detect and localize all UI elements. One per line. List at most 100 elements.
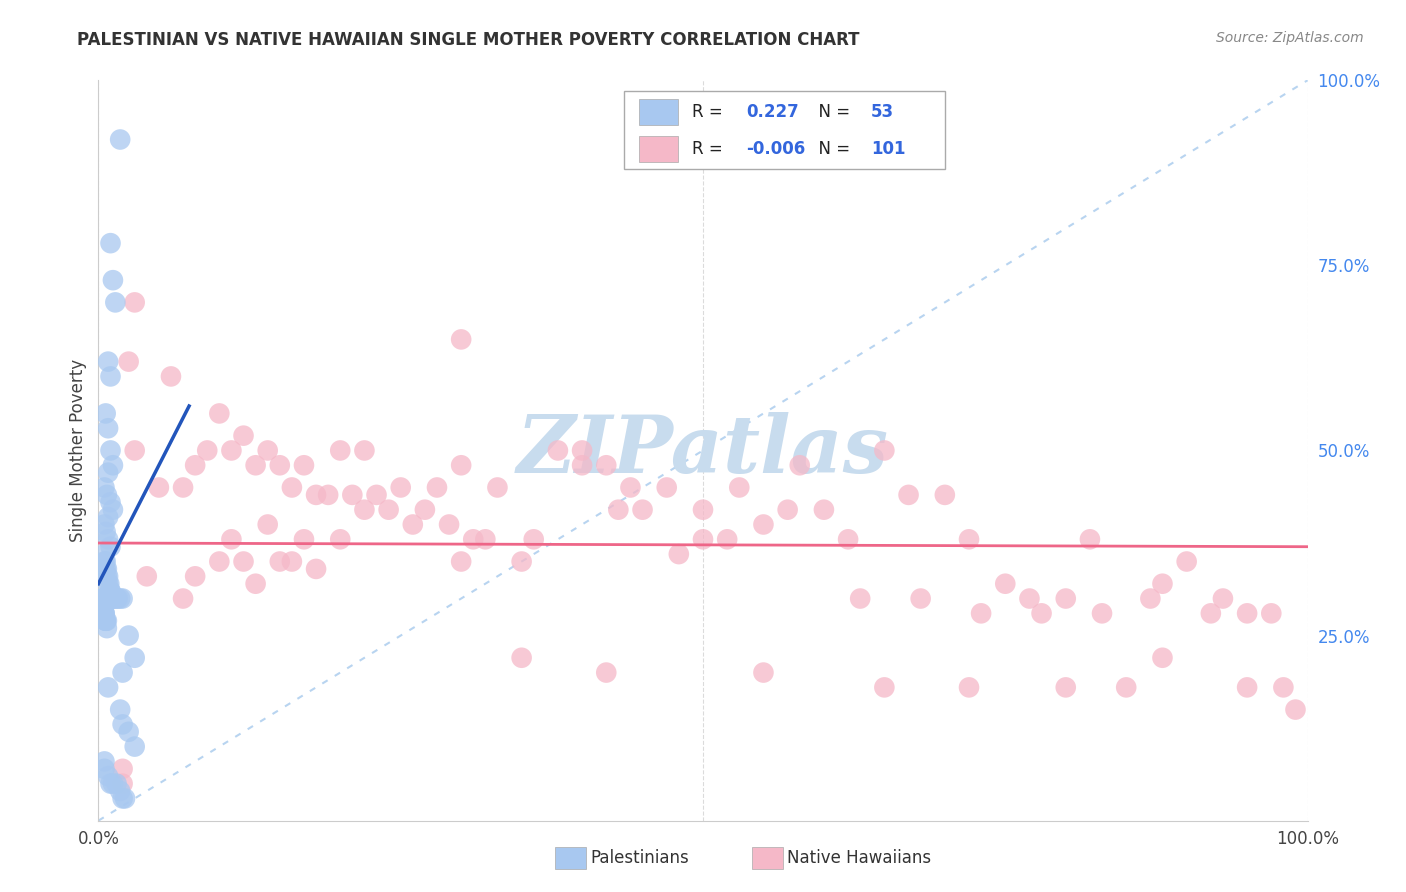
Point (366, 488, 388, 502)
Point (97, 466, 120, 480)
Point (631, 502, 654, 516)
Point (1212, 591, 1234, 606)
Point (93, 607, 115, 621)
Point (256, 443, 278, 458)
Point (655, 480, 678, 494)
Point (184, 458, 207, 473)
Point (692, 533, 714, 547)
Point (101, 502, 124, 516)
Point (849, 591, 872, 606)
Text: -0.006: -0.006 (747, 140, 806, 158)
Point (97, 510, 120, 524)
Point (108, 591, 131, 606)
Point (94, 407, 117, 421)
FancyBboxPatch shape (624, 91, 945, 169)
Point (148, 480, 170, 494)
Point (135, 569, 157, 583)
Point (97, 769, 120, 783)
Point (571, 443, 593, 458)
Text: 101: 101 (872, 140, 905, 158)
Point (114, 791, 136, 805)
Point (221, 443, 243, 458)
Point (195, 443, 218, 458)
Point (118, 354, 141, 368)
Text: R =: R = (692, 140, 728, 158)
Point (91, 591, 114, 606)
Point (100, 236, 122, 251)
Text: Native Hawaiians: Native Hawaiians (787, 849, 932, 867)
Point (1152, 576, 1174, 591)
Point (426, 480, 449, 494)
Point (463, 533, 485, 547)
Point (97, 576, 120, 591)
Point (305, 488, 328, 502)
Point (124, 650, 146, 665)
Point (97, 354, 120, 368)
Point (97, 569, 120, 583)
Point (111, 762, 134, 776)
Point (96, 562, 118, 576)
Point (413, 502, 436, 516)
Point (91, 591, 114, 606)
Point (776, 502, 799, 516)
Point (510, 650, 533, 665)
Point (245, 576, 267, 591)
Point (108, 784, 131, 798)
Point (96, 569, 118, 583)
Text: Source: ZipAtlas.com: Source: ZipAtlas.com (1216, 31, 1364, 45)
Point (118, 724, 141, 739)
Point (98, 576, 121, 591)
Point (607, 502, 630, 516)
Point (970, 607, 993, 621)
Point (97, 533, 120, 547)
Point (93, 547, 115, 561)
Point (100, 495, 122, 509)
Point (910, 591, 932, 606)
Point (1260, 607, 1282, 621)
Point (160, 369, 183, 384)
Text: ZIPatlas: ZIPatlas (517, 412, 889, 489)
Point (103, 591, 125, 606)
Point (402, 517, 425, 532)
Point (486, 480, 509, 494)
Point (97, 421, 120, 435)
Point (111, 776, 134, 791)
Point (111, 717, 134, 731)
Point (1152, 650, 1174, 665)
Point (124, 739, 146, 754)
Point (1031, 607, 1053, 621)
Point (111, 665, 134, 680)
FancyBboxPatch shape (638, 99, 678, 126)
Point (101, 776, 124, 791)
Point (118, 628, 141, 642)
Point (1236, 607, 1258, 621)
Point (172, 480, 194, 494)
Point (91, 599, 114, 613)
Point (221, 533, 243, 547)
Point (728, 480, 751, 494)
Point (172, 591, 194, 606)
Point (93, 607, 115, 621)
Point (897, 488, 920, 502)
Point (450, 458, 472, 473)
Point (873, 681, 896, 695)
Point (668, 547, 690, 561)
Text: 53: 53 (872, 103, 894, 121)
Point (450, 332, 472, 346)
Point (100, 584, 122, 599)
Point (100, 591, 122, 606)
Y-axis label: Single Mother Poverty: Single Mother Poverty (69, 359, 87, 542)
Point (184, 569, 207, 583)
Point (94, 555, 117, 569)
Text: PALESTINIAN VS NATIVE HAWAIIAN SINGLE MOTHER POVERTY CORRELATION CHART: PALESTINIAN VS NATIVE HAWAIIAN SINGLE MO… (77, 31, 860, 49)
Point (96, 621, 118, 635)
Point (269, 458, 291, 473)
Point (93, 555, 115, 569)
Point (105, 776, 128, 791)
Point (1091, 607, 1114, 621)
Point (93, 607, 115, 621)
Point (752, 517, 775, 532)
Text: Palestinians: Palestinians (591, 849, 689, 867)
Point (97, 681, 120, 695)
Point (94, 614, 117, 628)
